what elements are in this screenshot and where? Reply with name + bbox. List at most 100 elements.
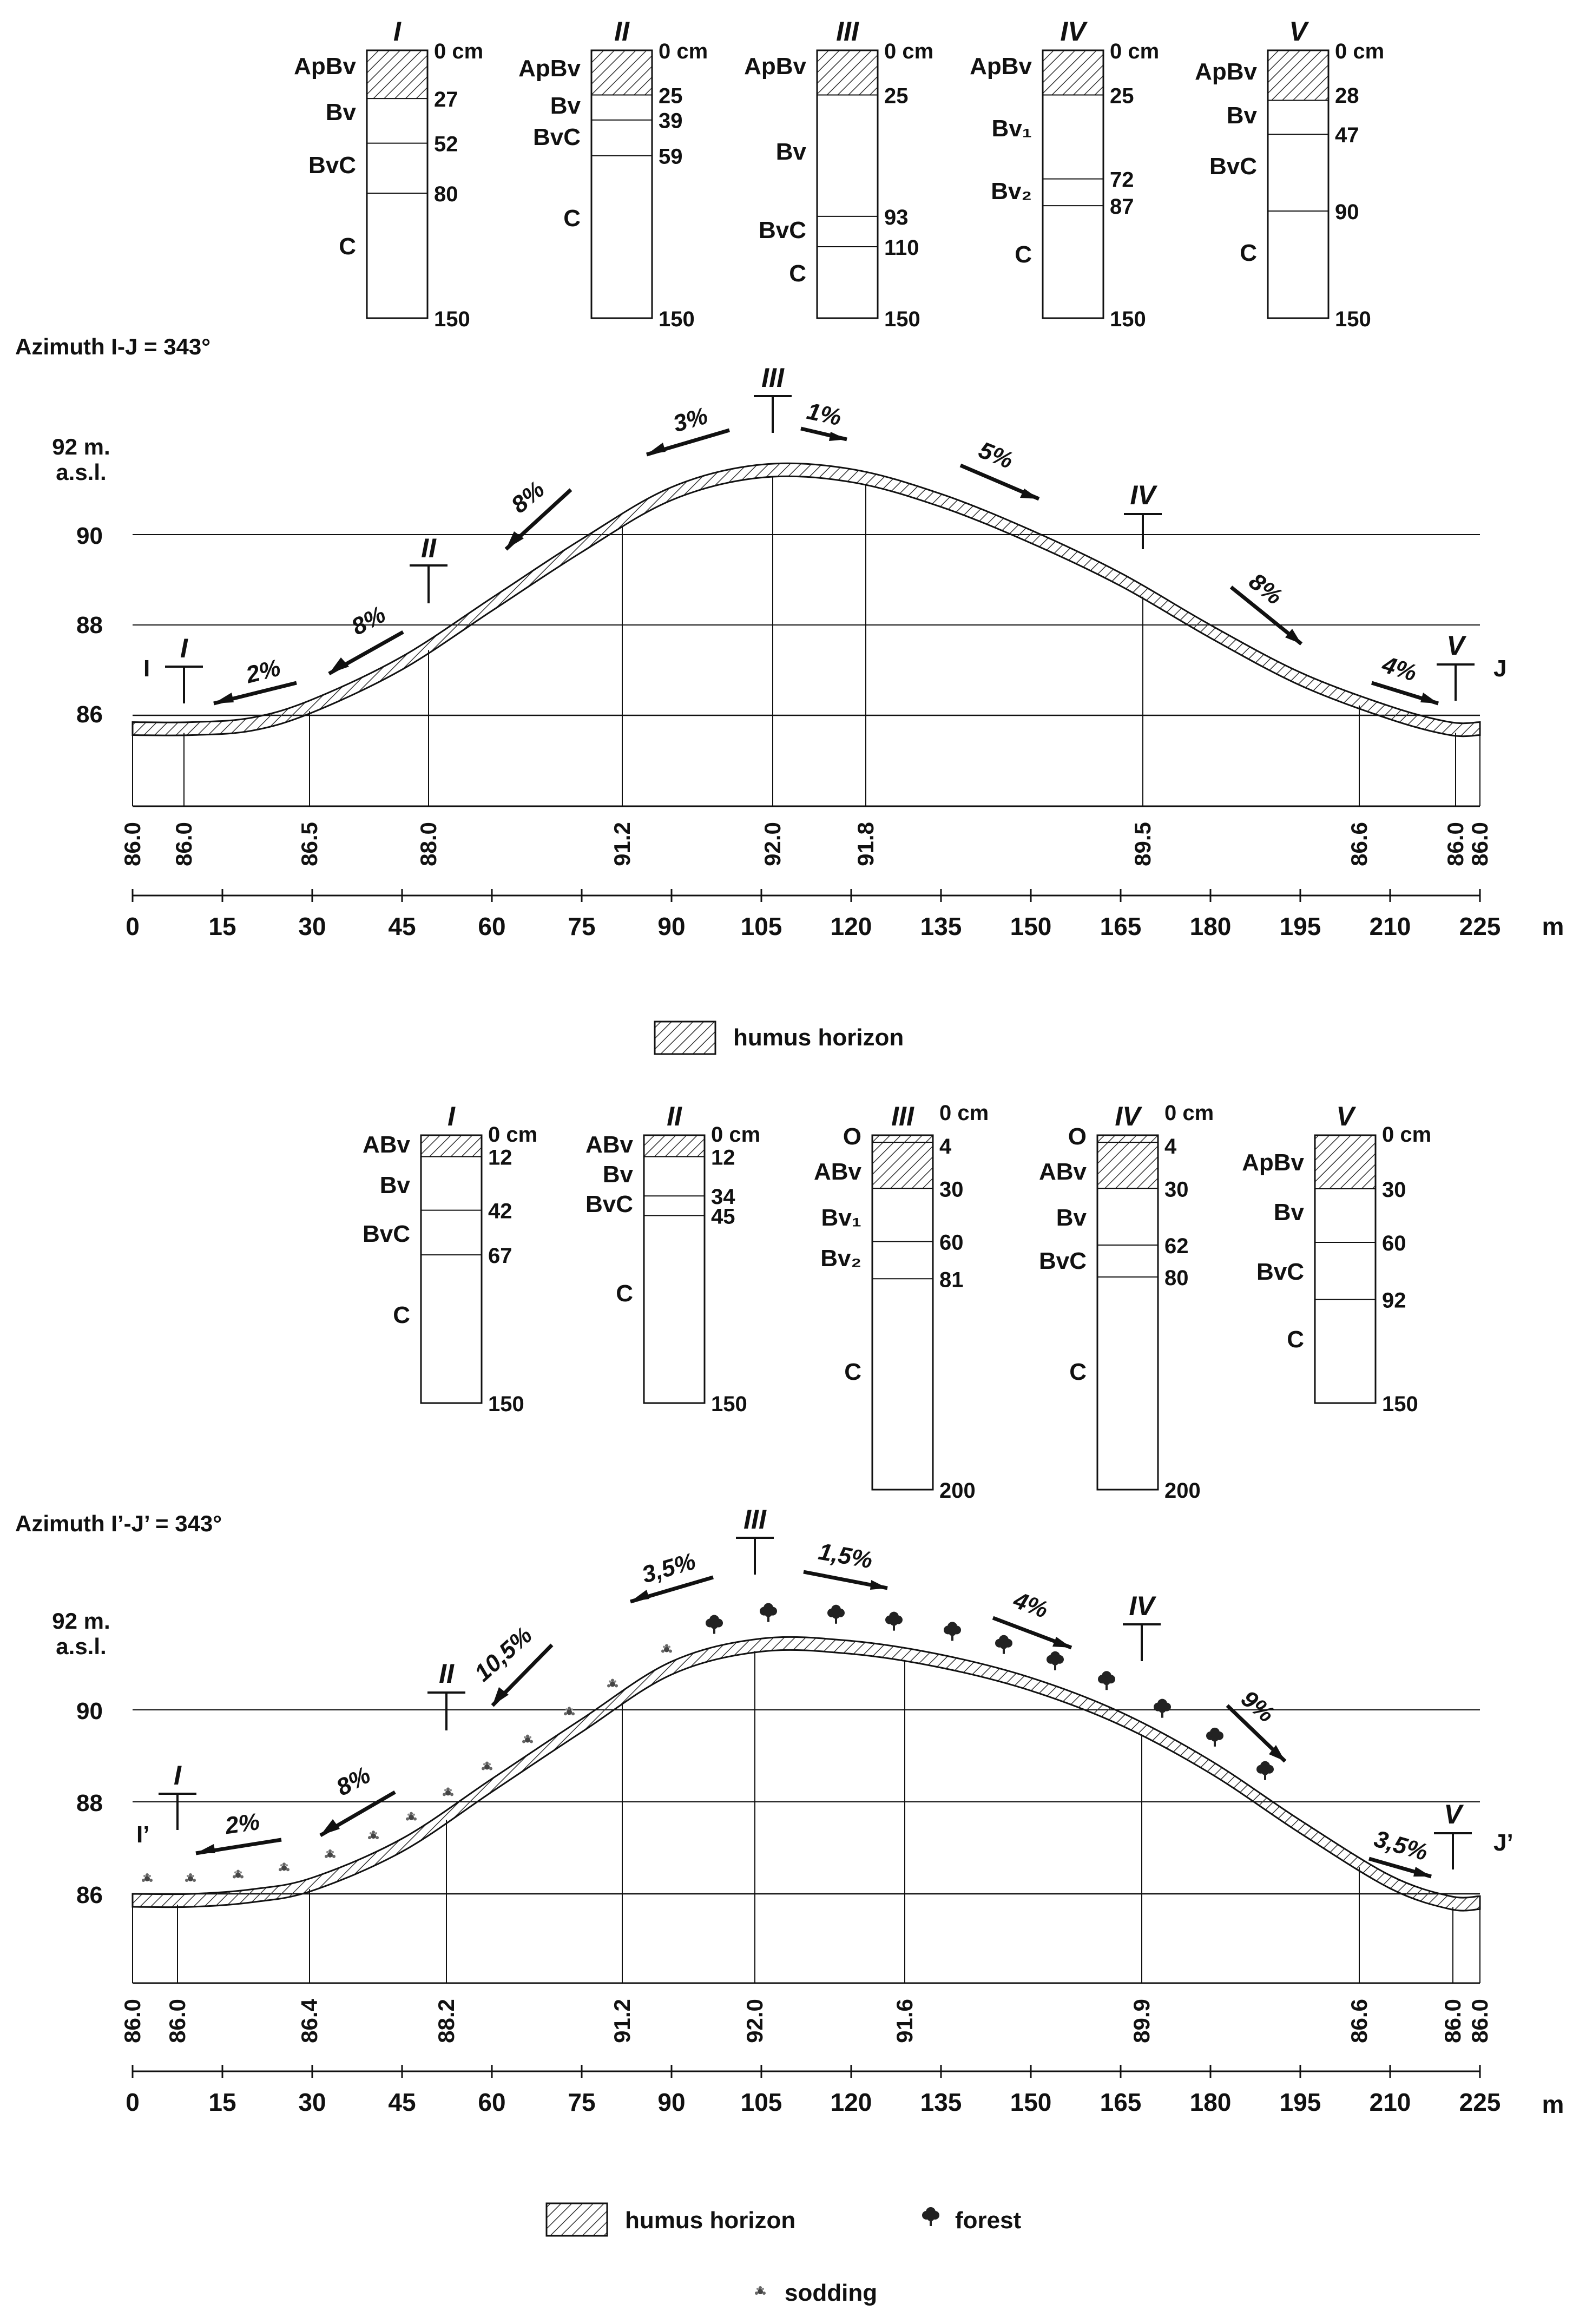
upper-station-elevation: 86.0 [171,822,196,866]
lower-profile-depth-label: 62 [1164,1234,1189,1258]
upper-profile-horizon-name: ApBv [518,55,581,82]
lower-distance-tick-label: 165 [1100,2088,1142,2116]
upper-slope-4: 3% [646,403,730,457]
upper-profile-horizon-name: Bv [326,99,357,126]
lower-profile-depth-label: 42 [488,1200,512,1223]
lower-profile-horizon-name: C [616,1280,633,1307]
upper-distance-tick-label: 150 [1010,912,1052,940]
lower-profile-id-I: I [447,1101,456,1131]
lower-legend-forest-label: forest [955,2207,1022,2234]
lower-left-end-label: I’ [136,1821,149,1848]
upper-profile-depth-label: 80 [434,182,458,206]
lower-distance-tick-label: 90 [657,2088,685,2116]
lower-profile-depth-label: 30 [939,1177,964,1201]
lower-profile-horizon-name: ABv [814,1158,862,1185]
upper-ytick-88: 88 [76,612,103,638]
upper-profile-horizon-name: Bv₂ [991,178,1032,205]
forest-tree-symbol [995,1635,1012,1654]
lower-slope-2: 8% [319,1762,396,1838]
lower-distance-tick-label: 0 [126,2088,140,2116]
lower-profile-horizon-name: Bv [380,1172,411,1199]
lower-profile-depth-label: 80 [1164,1266,1189,1290]
upper-profile-id-II: II [614,16,630,47]
upper-distance-tick-label: 180 [1190,912,1232,940]
lower-profile-depth-label: 200 [1164,1479,1201,1503]
forest-tree-symbol [1206,1727,1223,1747]
upper-profile-depth-label: 25 [884,84,909,108]
lower-profile-horizon-name: C [1287,1326,1304,1353]
upper-profile-depth-label: 0 cm [659,39,708,63]
lower-profile-humus-III [872,1135,933,1189]
lower-profile-horizon-name: Bv₁ [821,1204,861,1231]
upper-profile-IV: IV 0 cm 25 72 87 150 ApBv Bv₁ Bv₂ C [970,16,1159,331]
lower-profile-depth-label: 200 [939,1479,976,1503]
upper-profile-I: I 0 cm 27 52 80 150 ApBv Bv BvC C [294,16,483,331]
upper-profile-id-IV: IV [1060,16,1088,47]
sodding-symbol [661,1644,672,1653]
upper-station-elevation: 86.0 [120,822,145,866]
upper-pit-label-II: II [421,533,437,563]
lower-distance-tick-label: 45 [388,2088,416,2116]
lower-humus-band [131,1636,1481,1912]
upper-right-end-label: J [1493,655,1506,682]
lower-profile-horizon-name: Bv₂ [820,1245,861,1272]
upper-yaxis-title-1: 92 m. [52,434,110,459]
lower-pit-label-III: III [743,1504,767,1535]
upper-profile-horizon-name: BvC [1209,153,1257,180]
lower-profile-column-I [420,1134,483,1404]
upper-profile-depth-label: 93 [884,206,909,229]
pit-marker-V: V [1437,630,1475,701]
sodding-symbol [279,1862,289,1872]
lower-slope-label-2: 8% [332,1762,375,1801]
lower-station-elevation: 86.0 [1440,1999,1465,2043]
upper-profile-humus-IV [1043,50,1103,95]
lower-legend-humus-swatch [545,2202,608,2237]
forest-legend-icon [922,2207,939,2226]
lower-profile-horizon-name: ApBv [1242,1149,1304,1176]
upper-distance-tick-label: 75 [568,912,595,940]
lower-slope-label-1: 2% [223,1808,261,1840]
upper-pit-label-V: V [1446,630,1466,661]
lower-distance-tick-label: 180 [1190,2088,1232,2116]
upper-profile-horizon-name: Bv₁ [992,115,1032,142]
forest-tree-symbol [944,1622,961,1641]
lower-pit-label-V: V [1444,1799,1464,1829]
lower-profile-horizon-name: BvC [1256,1259,1304,1285]
upper-profile-horizon-name: BvC [308,152,356,179]
upper-slope-7: 8% [1229,568,1303,646]
lower-distance-tick-label: 105 [741,2088,782,2116]
upper-profile-depth-label: 150 [434,307,470,331]
lower-slope-label-6: 4% [1010,1586,1051,1623]
upper-profile-depth-label: 28 [1335,84,1359,108]
forest-tree-symbol [706,1615,723,1634]
upper-profile-chart: 92 m. a.s.l. 90 88 86 I J I II III IV V … [52,363,1564,940]
upper-station-elevation: 89.5 [1130,822,1155,866]
upper-profile-id-V: V [1289,16,1309,47]
lower-ytick-90: 90 [76,1698,103,1724]
lower-distance-tick-label: 210 [1370,2088,1411,2116]
lower-profile-horizon-name: BvC [1039,1248,1087,1274]
lower-slope-label-3: 10,5% [470,1622,538,1687]
upper-ytick-86: 86 [76,701,103,728]
lower-slope-3: 10,5% [470,1622,554,1707]
upper-distance-tick-label: 225 [1459,912,1501,940]
upper-profile-depth-label: 90 [1335,200,1359,224]
upper-station-elevation: 91.8 [853,822,878,866]
upper-station-elevation: 92.0 [760,822,785,866]
upper-profile-horizon-name: ApBv [1195,58,1257,85]
lower-legend-sodding-label: sodding [785,2280,877,2306]
upper-profile-horizon-name: C [563,205,581,232]
upper-profile-depth-label: 25 [1110,84,1134,108]
upper-distance-tick-label: 30 [298,912,326,940]
lower-distance-tick-label: 225 [1459,2088,1501,2116]
lower-pit-marker-II: II [427,1658,465,1730]
upper-section: Azimuth I-J = 343° I0 cm275280150ApBvBvB… [15,16,1564,1055]
lower-distance-tick-label: 120 [831,2088,872,2116]
lower-profile-horizon-name: O [1068,1123,1087,1150]
upper-profile-humus-V [1268,50,1328,101]
forest-tree-symbol [885,1611,903,1631]
upper-profile-column-II [590,49,653,319]
